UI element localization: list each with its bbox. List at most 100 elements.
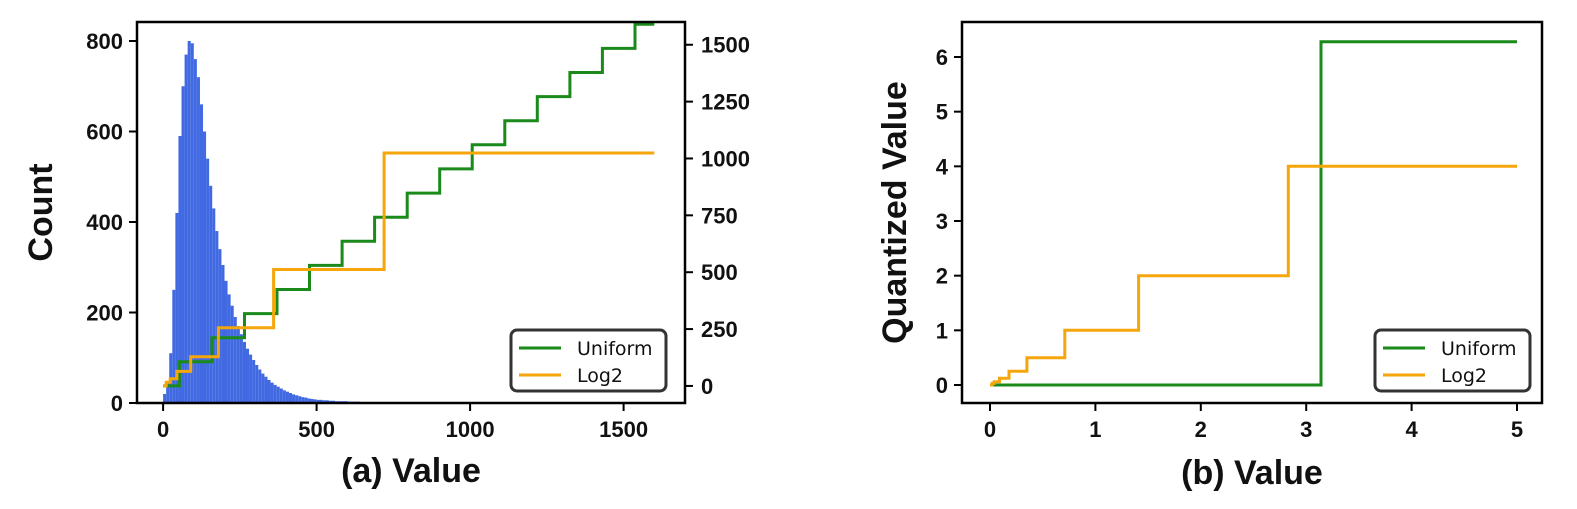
series-line-log2 bbox=[990, 164, 1517, 387]
series-lines bbox=[990, 40, 1517, 387]
histogram-bar bbox=[276, 386, 280, 403]
histogram-bar bbox=[172, 289, 176, 403]
histogram-bar bbox=[245, 348, 250, 403]
histogram-bar bbox=[163, 393, 167, 403]
histogram-bar bbox=[242, 341, 246, 403]
histogram-bar bbox=[261, 373, 265, 403]
series-line-log2 bbox=[163, 151, 655, 388]
x-tick-label: 0 bbox=[984, 417, 996, 442]
y-axis-b: 0 1 2 3 4 5 6 bbox=[936, 45, 962, 398]
x-tick-label: 1000 bbox=[446, 417, 495, 442]
histogram-bar bbox=[181, 86, 185, 403]
x-tick-label: 0 bbox=[157, 417, 169, 442]
legend-label-log2: Log2 bbox=[577, 365, 623, 387]
y-tick-label: 3 bbox=[936, 209, 948, 234]
histogram-bar bbox=[227, 294, 231, 403]
y-tick-label: 5 bbox=[936, 100, 948, 125]
histogram-bar bbox=[267, 379, 271, 403]
y2-tick-label: 1500 bbox=[701, 33, 750, 58]
y-tick-label: 200 bbox=[86, 301, 123, 326]
histogram-bar bbox=[199, 104, 204, 403]
histogram-bar bbox=[310, 398, 314, 403]
y2-tick-label: 0 bbox=[701, 374, 713, 399]
histogram-bar bbox=[316, 399, 323, 403]
x-tick-label: 1500 bbox=[599, 417, 648, 442]
histogram-bar bbox=[298, 396, 302, 403]
y-axis-right-a: 0 250 500 750 1000 1250 1500 bbox=[685, 33, 750, 399]
y-tick-label: 4 bbox=[936, 154, 949, 179]
y2-tick-label: 500 bbox=[701, 260, 738, 285]
histogram-bar bbox=[322, 400, 329, 403]
x-tick-label: 5 bbox=[1511, 417, 1523, 442]
histogram-bar bbox=[288, 393, 293, 403]
histogram-bar bbox=[236, 326, 240, 403]
legend-label-uniform: Uniform bbox=[577, 338, 653, 360]
y-tick-label: 400 bbox=[86, 210, 123, 235]
histogram-bar bbox=[270, 382, 274, 403]
legend-label-log2: Log2 bbox=[1441, 365, 1487, 387]
histogram-bar bbox=[295, 395, 299, 403]
x-tick-label: 3 bbox=[1300, 417, 1312, 442]
histogram-bar bbox=[175, 212, 179, 403]
y2-tick-label: 750 bbox=[701, 203, 738, 228]
series-line-uniform bbox=[163, 22, 655, 388]
histogram-bar bbox=[218, 249, 222, 403]
histogram-bar bbox=[212, 208, 216, 403]
histogram-bar bbox=[292, 394, 296, 403]
y-tick-label: 0 bbox=[111, 391, 123, 416]
y2-tick-label: 1000 bbox=[701, 146, 750, 171]
histogram-bar bbox=[196, 77, 200, 403]
histogram-bar bbox=[307, 398, 311, 403]
y-tick-label: 600 bbox=[86, 120, 123, 145]
legend-label-uniform: Uniform bbox=[1441, 338, 1517, 360]
series-line-uniform bbox=[990, 40, 1517, 387]
plot-frame-b bbox=[960, 20, 1544, 405]
histogram-bar bbox=[187, 41, 191, 403]
y-axis-left-a: 0 200 400 600 800 bbox=[86, 29, 137, 416]
y2-tick-label: 250 bbox=[701, 317, 738, 342]
y-tick-label: 2 bbox=[936, 264, 948, 289]
histogram-bar bbox=[285, 391, 289, 403]
chart-b: 0 1 2 3 4 5 0 1 2 3 4 5 6 (b) Value Quantized Value… bbox=[876, 20, 1544, 492]
histogram-bar bbox=[252, 360, 256, 403]
x-tick-label: 1 bbox=[1089, 417, 1101, 442]
histogram-bar bbox=[193, 59, 197, 403]
histogram-bar bbox=[190, 43, 194, 403]
histogram-bar bbox=[166, 382, 170, 403]
y-axis-label-b: Quantized Value bbox=[876, 81, 914, 344]
histogram-bar bbox=[304, 397, 308, 403]
y-tick-label: 800 bbox=[86, 29, 123, 54]
y-axis-label-a: Count bbox=[22, 163, 60, 261]
chart-a: 0 500 1000 1500 0 200 400 600 800 0 250 500 750 100… bbox=[22, 20, 750, 490]
histogram-bar bbox=[279, 388, 283, 403]
histogram-bar bbox=[233, 317, 237, 403]
legend-a: Uniform Log2 bbox=[509, 328, 668, 393]
histogram-bar bbox=[221, 264, 225, 403]
histogram-bar bbox=[184, 54, 188, 403]
histogram-bar bbox=[258, 369, 262, 403]
series-lines bbox=[163, 22, 655, 388]
plot-frame-a bbox=[135, 20, 687, 405]
histogram-bar bbox=[273, 384, 277, 403]
x-tick-label: 4 bbox=[1405, 417, 1418, 442]
histogram-bar bbox=[203, 131, 207, 403]
legend-b: Uniform Log2 bbox=[1373, 328, 1532, 393]
histogram-bar bbox=[224, 280, 228, 403]
histogram-bar bbox=[249, 354, 253, 403]
histogram-bar bbox=[230, 305, 234, 403]
x-axis-b: 0 1 2 3 4 5 bbox=[984, 403, 1523, 442]
x-axis-label-b: (b) Value bbox=[1181, 454, 1323, 492]
histogram-bar bbox=[178, 136, 182, 403]
x-tick-label: 2 bbox=[1195, 417, 1207, 442]
x-axis-label-a: (a) Value bbox=[341, 452, 481, 490]
histogram-bar bbox=[206, 158, 210, 403]
y-tick-label: 0 bbox=[936, 373, 948, 398]
histogram-bar bbox=[301, 397, 305, 403]
histogram-bar bbox=[264, 376, 268, 403]
histogram-bar bbox=[215, 231, 219, 403]
histogram-bar bbox=[239, 334, 243, 403]
histogram-bar bbox=[282, 390, 286, 403]
y-tick-label: 1 bbox=[936, 318, 948, 343]
y-tick-label: 6 bbox=[936, 45, 948, 70]
